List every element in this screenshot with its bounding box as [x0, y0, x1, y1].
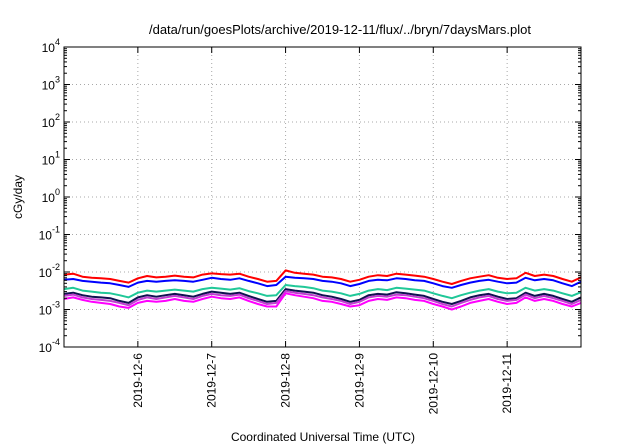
chart-title: /data/run/goesPlots/archive/2019-12-11/f…: [149, 22, 531, 37]
series-line-6: [63, 292, 582, 311]
series-layer: [63, 269, 582, 311]
y-tick-label: 104: [42, 37, 60, 55]
x-axis-label: Coordinated Universal Time (UTC): [231, 430, 415, 444]
series-line-4: [63, 288, 582, 305]
y-tick-label: 100: [42, 187, 60, 205]
y-tick-label: 10-3: [39, 300, 60, 318]
x-tick-label: 2019-12-11: [500, 353, 514, 414]
y-tick-label: 102: [42, 112, 60, 130]
x-tick-label: 2019-12-8: [279, 353, 293, 408]
y-tick-label: 10-1: [39, 225, 60, 243]
x-tick-label: 2019-12-10: [426, 353, 440, 415]
series-line-1: [63, 269, 582, 285]
y-axis: 10-4 10-3 10-2 10-1 100 101 102 103 104: [39, 37, 581, 355]
x-tick-label: 2019-12-9: [352, 353, 366, 408]
series-line-2: [63, 275, 582, 289]
x-tick-label: 2019-12-6: [131, 353, 145, 408]
series-line-3: [63, 284, 582, 300]
y-tick-label: 10-2: [39, 262, 60, 280]
series-line-5: [63, 290, 582, 308]
y-tick-label: 103: [42, 75, 60, 93]
y-tick-label: 101: [42, 150, 60, 168]
x-tick-label: 2019-12-7: [205, 353, 219, 408]
y-axis-label: cGy/day: [11, 175, 25, 219]
y-tick-label: 10-4: [39, 337, 60, 355]
x-axis: 2019-12-6 2019-12-7 2019-12-8 2019-12-9 2019…: [131, 47, 514, 414]
